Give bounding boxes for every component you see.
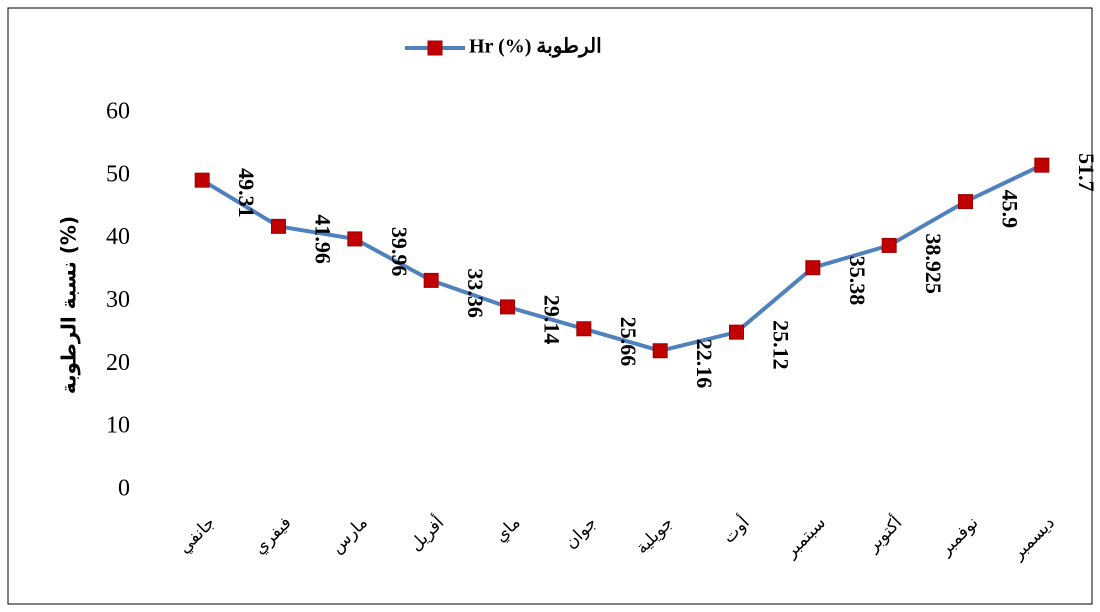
data-label: 41.96 <box>310 214 335 263</box>
data-label: 38.925 <box>921 233 946 294</box>
y-tick-label: 60 <box>106 99 130 125</box>
y-tick-label: 30 <box>106 287 130 313</box>
marker <box>576 321 592 337</box>
marker <box>652 343 668 359</box>
y-tick-label: 20 <box>106 350 130 376</box>
marker <box>729 324 744 340</box>
data-label: 39.96 <box>387 227 412 277</box>
data-label: 33.36 <box>463 268 488 318</box>
data-label: 25.12 <box>768 320 793 370</box>
legend-label: Hr (%) الرطوبة <box>469 36 602 59</box>
y-tick-label: 0 <box>118 476 130 502</box>
marker <box>423 272 439 288</box>
data-label: 49.31 <box>234 168 259 218</box>
marker <box>881 237 897 253</box>
marker <box>194 172 210 188</box>
y-tick-label: 40 <box>106 224 130 250</box>
y-axis-label: نسبة الرطوبة (%) <box>57 216 81 394</box>
data-label: 25.66 <box>616 317 641 367</box>
marker <box>500 299 515 315</box>
marker <box>805 260 821 276</box>
data-label: 29.14 <box>539 295 564 345</box>
marker <box>271 218 286 234</box>
legend-marker <box>427 40 443 56</box>
data-label: 51.7 <box>1074 153 1099 192</box>
data-label: 35.38 <box>845 256 870 306</box>
series-line <box>201 163 1043 353</box>
marker <box>1034 157 1050 173</box>
marker <box>958 194 973 210</box>
y-tick-label: 50 <box>106 161 130 187</box>
chart-frame <box>7 7 1093 605</box>
y-tick-label: 10 <box>106 413 130 439</box>
data-label: 22.16 <box>692 339 717 389</box>
marker <box>347 231 363 247</box>
data-label: 45.9 <box>997 190 1022 229</box>
